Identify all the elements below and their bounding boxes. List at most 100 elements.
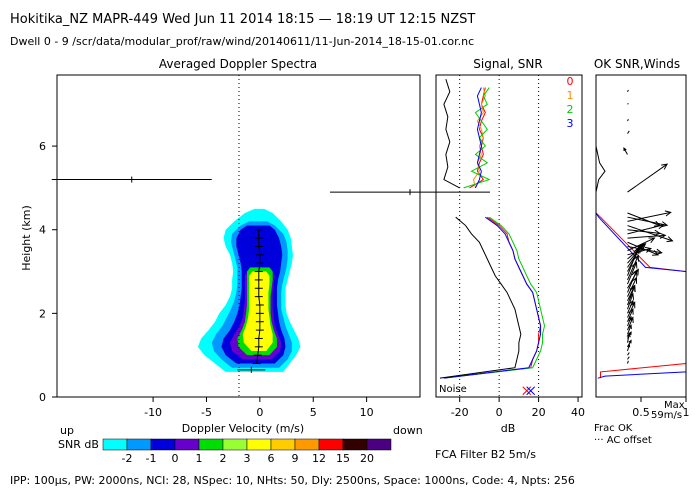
spectra-panel: Averaged Doppler Spectra -10 -5 0 5 10 0 2 4 6 H… <box>20 57 423 437</box>
snr-x-tick-label: 40 <box>571 406 585 419</box>
colorbar-tick-label: 0 <box>172 452 179 465</box>
snr-markers <box>330 189 536 396</box>
colorbar-swatch <box>102 438 128 451</box>
wind-vector-head <box>628 299 634 307</box>
wind-vector <box>627 316 632 327</box>
wind-vector <box>627 237 655 252</box>
wind-vector-head <box>657 223 665 230</box>
wind-vector-head <box>648 237 656 244</box>
wind-vector-head <box>629 285 636 293</box>
colorbar-swatch <box>318 438 344 451</box>
up-label: up <box>60 424 74 437</box>
wind-vector <box>627 248 652 256</box>
colorbar-tick-label: -2 <box>122 452 133 465</box>
y-tick-label: 4 <box>39 224 46 237</box>
colorbar-swatch <box>270 438 296 451</box>
wind-vector-head <box>631 269 638 277</box>
wind-vector <box>627 163 668 193</box>
colorbar-tick-label: 2 <box>220 452 227 465</box>
wind-vector-head <box>638 243 645 251</box>
wind-vector-head <box>628 308 634 315</box>
wind-vector-head <box>661 221 669 228</box>
wind-vector-head <box>626 332 631 338</box>
wind-vector-head <box>644 246 653 253</box>
winds-x-tick-label: 1 <box>683 406 690 419</box>
y-tick-label: 2 <box>39 307 46 320</box>
snr-contour-0-upper <box>243 225 275 264</box>
x-tick-label: 5 <box>310 406 317 419</box>
mean-velocity-profile <box>252 229 264 365</box>
snr-x-marker <box>522 386 532 396</box>
legend-receiver-1: 1 <box>567 89 574 102</box>
wind-vector <box>627 103 629 105</box>
wind-vector <box>627 211 671 222</box>
snr-series-0 <box>443 216 542 379</box>
snr-series-Noise <box>443 79 460 189</box>
wind-vector <box>627 356 630 360</box>
wind-vector <box>623 147 628 155</box>
snr-series-2 <box>463 87 491 189</box>
winds-frame <box>595 74 687 398</box>
colorbar-tick-label: 3 <box>244 452 251 465</box>
wind-vector <box>627 130 630 134</box>
wind-vector <box>627 118 629 122</box>
colorbar-tick-label: -1 <box>146 452 157 465</box>
header-dwell-path: Dwell 0 - 9 /scr/data/modular_prof/raw/w… <box>10 35 474 48</box>
wind-vector <box>627 234 666 239</box>
colorbar: SNR dB -2 -1 0 1 2 3 6 9 12 15 20 <box>58 438 392 465</box>
wind-vector <box>627 262 637 285</box>
colorbar-swatch <box>174 438 200 451</box>
frac-ok-0 <box>595 212 687 379</box>
wind-vector-head <box>633 246 640 254</box>
colorbar-label: SNR dB <box>58 438 99 451</box>
wind-vector <box>627 302 636 318</box>
spectra-outlier-markers <box>51 176 266 373</box>
colorbar-swatch <box>366 438 392 451</box>
wind-vector-head <box>659 232 667 239</box>
snr-series-Noise <box>439 216 522 379</box>
wind-vector <box>627 255 639 281</box>
filter-label: FCA Filter B2 5m/s <box>435 448 536 461</box>
snr-contour-3 <box>242 271 273 351</box>
colorbar-tick-label: 6 <box>268 452 275 465</box>
x-tick-label: -5 <box>201 406 212 419</box>
snr-axes: -20 0 20 40 <box>451 397 585 419</box>
snr-series-3 <box>475 87 482 189</box>
wind-vector <box>627 325 632 335</box>
legend-receiver-3: 3 <box>567 117 574 130</box>
wind-vector <box>627 247 639 276</box>
snr-series-2 <box>443 216 546 379</box>
wind-vector-head <box>628 316 634 323</box>
spectra-title: Averaged Doppler Spectra <box>159 57 317 71</box>
ac-offset-label: ··· AC offset <box>594 435 652 446</box>
snr-xlabel: dB <box>501 422 516 435</box>
colorbar-swatch <box>126 438 152 451</box>
y-tick-label: 6 <box>39 140 46 153</box>
wind-vector-head <box>631 276 638 284</box>
colorbar-tick-label: 15 <box>336 452 350 465</box>
wind-vector-head <box>631 261 638 269</box>
spectra-contours <box>197 208 301 372</box>
snr-frame <box>435 74 583 398</box>
footer-params: IPP: 100µs, PW: 2000ns, NCI: 28, NSpec: … <box>10 474 575 487</box>
snr-profiles <box>439 79 546 379</box>
wind-vector <box>627 212 661 227</box>
snr-reference-lines <box>459 75 540 397</box>
spectra-axes: -10 -5 0 5 10 0 2 4 6 <box>39 140 374 419</box>
winds-panel: OK SNR,Winds 0.5 1 Frac OK ··· AC offset … <box>594 57 690 446</box>
colorbar-tick-label: 20 <box>360 452 374 465</box>
wind-vector-head <box>661 163 669 170</box>
noise-label: Noise <box>439 384 467 395</box>
max-label: Max <box>664 400 685 411</box>
frac-ok-3 <box>595 212 687 379</box>
wind-vector <box>627 333 630 343</box>
snr-x-tick-label: -20 <box>451 406 469 419</box>
snr-x-marker <box>526 386 536 396</box>
header-title: Hokitika_NZ MAPR-449 Wed Jun 11 2014 18:… <box>10 12 475 27</box>
wind-vectors <box>623 89 674 364</box>
wind-vector-head <box>655 248 663 255</box>
x-tick-label: 0 <box>256 406 263 419</box>
colorbar-tick-label: 1 <box>196 452 203 465</box>
x-tick-label: -10 <box>144 406 162 419</box>
